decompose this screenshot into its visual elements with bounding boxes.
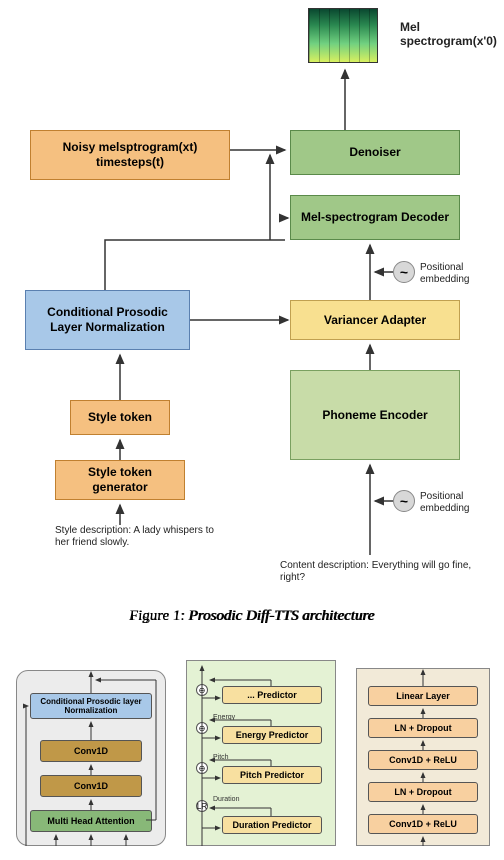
denoiser-box: Denoiser (290, 130, 460, 175)
panel-a-conv1d-1: Conv1D (40, 740, 142, 762)
panel-b-add-top: ⊕ (196, 684, 208, 696)
mel-decoder-box: Mel-spectrogram Decoder (290, 195, 460, 240)
panel-a-cond-norm: Conditional Prosodic layer Normalization (30, 693, 152, 719)
style-generator-box: Style token generator (55, 460, 185, 500)
mel-spectrogram-image (308, 8, 378, 63)
panel-b-energy-predictor: Energy Predictor (222, 726, 322, 744)
noisy-melspectrogram-box: Noisy melsptrogram(xt) timesteps(t) (30, 130, 230, 180)
pos-emb-icon-top: ~ (393, 261, 415, 283)
panel-b-add-energy: ⊕ (196, 722, 208, 734)
panel-c-ln-dropout-2: LN + Dropout (368, 782, 478, 802)
panel-b-add-pitch: ⊕ (196, 762, 208, 774)
panel-a-mha: Multi Head Attention (30, 810, 152, 832)
panel-b-lr-circle: LR (196, 800, 208, 812)
panel-b-duration-label: Duration (213, 796, 239, 803)
content-description: Content description: Everything will go … (280, 560, 490, 584)
mel-spectrogram-label: Mel spectrogram(x'0) (400, 20, 490, 49)
figure-1-caption: Figure 1: Prosodic Diff-TTS architecture (0, 608, 504, 625)
phoneme-encoder-box: Phoneme Encoder (290, 370, 460, 460)
panel-c-ln-dropout-1: LN + Dropout (368, 718, 478, 738)
panel-c-linear: Linear Layer (368, 686, 478, 706)
pos-emb-icon-bottom: ~ (393, 490, 415, 512)
panel-b-dots-predictor: ... Predictor (222, 686, 322, 704)
panel-b-energy-label: Energy (213, 714, 235, 721)
style-token-box: Style token (70, 400, 170, 435)
panel-b-pitch-predictor: Pitch Predictor (222, 766, 322, 784)
conditional-norm-box: Conditional Prosodic Layer Normalization (25, 290, 190, 350)
panel-b-duration-predictor: Duration Predictor (222, 816, 322, 834)
pos-emb-label-bottom: Positional embedding (420, 491, 480, 515)
panel-c-conv-relu-2: Conv1D + ReLU (368, 814, 478, 834)
panel-c-conv-relu-1: Conv1D + ReLU (368, 750, 478, 770)
panel-b-pitch-label: Pitch (213, 754, 229, 761)
pos-emb-label-top: Positional embedding (420, 262, 480, 286)
style-description: Style description: A lady whispers to he… (55, 525, 225, 549)
variancer-adapter-box: Variancer Adapter (290, 300, 460, 340)
panel-a-conv1d-2: Conv1D (40, 775, 142, 797)
